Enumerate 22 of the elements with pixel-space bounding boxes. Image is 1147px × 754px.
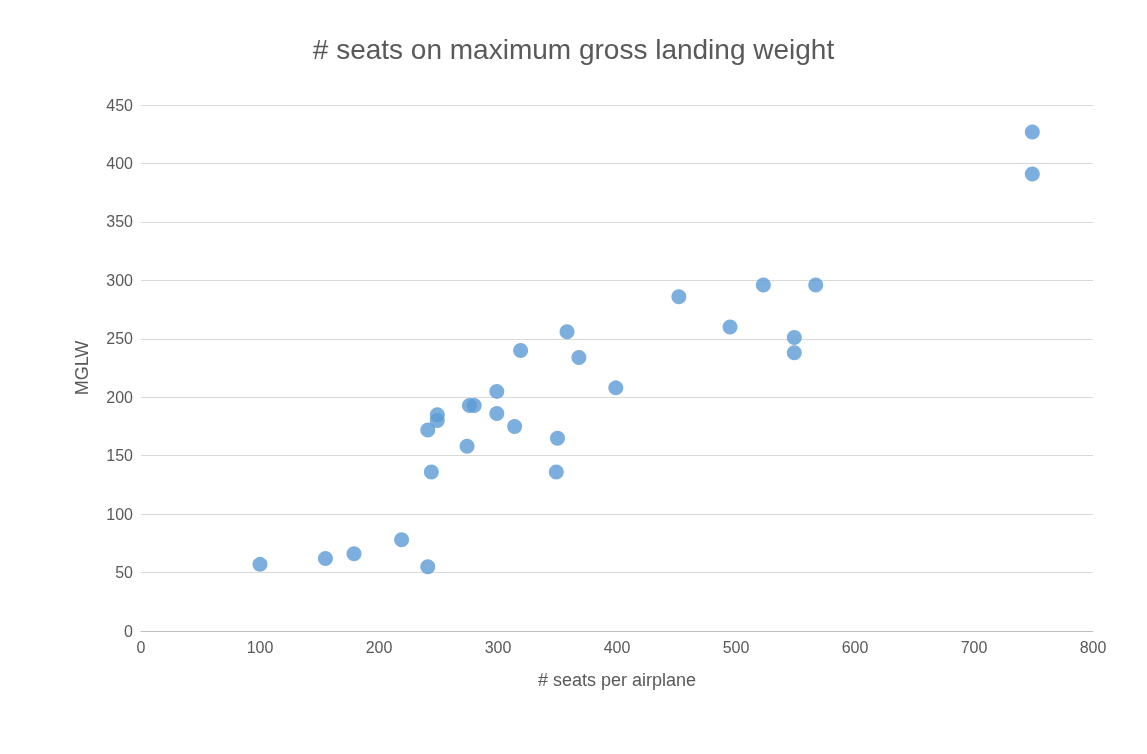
y-tick-label: 350 [106,213,134,231]
y-tick-label: 450 [106,96,134,114]
y-tick-label: 300 [106,271,134,289]
y-tick-label: 200 [106,388,134,406]
x-tick-label: 500 [722,638,750,656]
y-tick-label: 50 [115,564,134,582]
x-tick-label: 800 [1079,638,1107,656]
y-axis-title: MGLW [72,340,92,396]
x-tick-label: 0 [136,638,146,656]
y-tick-label: 150 [106,447,134,465]
y-tick-label: 250 [106,330,134,348]
x-tick-label: 300 [484,638,512,656]
x-tick-label: 400 [603,638,631,656]
x-tick-label: 700 [960,638,988,656]
y-tick-label: 0 [124,622,134,640]
chart-title: # seats on maximum gross landing weight [312,33,835,65]
x-tick-label: 200 [365,638,393,656]
x-tick-label: 100 [246,638,274,656]
x-axis-title: # seats per airplane [537,670,697,690]
y-tick-label: 100 [106,505,134,523]
x-tick-label: 600 [841,638,869,656]
y-tick-label: 400 [106,154,134,172]
